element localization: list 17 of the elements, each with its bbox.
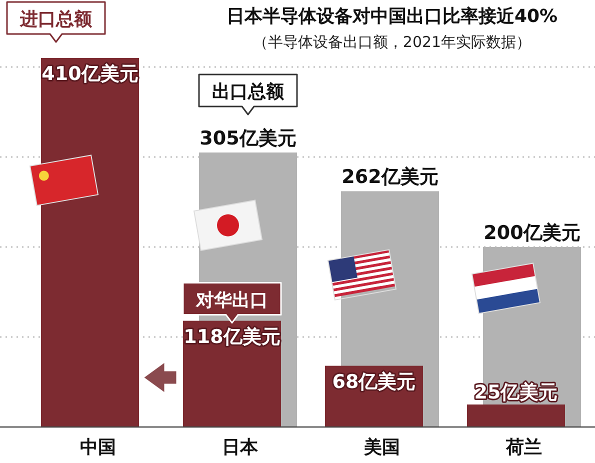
- data-label: 25亿美元: [474, 382, 558, 404]
- series-label: 进口总额: [19, 9, 93, 30]
- data-label: 305亿美元: [200, 128, 296, 150]
- x-tick-label: 美国: [363, 437, 400, 458]
- bar: [467, 404, 565, 427]
- data-label: 410亿美元: [42, 63, 138, 85]
- data-label: 262亿美元: [342, 166, 438, 188]
- data-label: 118亿美元: [184, 326, 280, 348]
- data-label: 200亿美元: [484, 222, 580, 244]
- series-label: 对华出口: [195, 290, 268, 311]
- text: 出口总额: [212, 82, 285, 102]
- x-tick-label: 中国: [80, 437, 116, 458]
- chart-subtitle: （半导体设备出口额，2021年实际数据）: [252, 33, 532, 51]
- data-label: 68亿美元: [332, 370, 416, 393]
- chart-title: 日本半导体设备对中国出口比率接近40%: [226, 6, 558, 27]
- x-tick-label: 荷兰: [505, 437, 542, 458]
- x-tick-label: 日本: [222, 437, 259, 458]
